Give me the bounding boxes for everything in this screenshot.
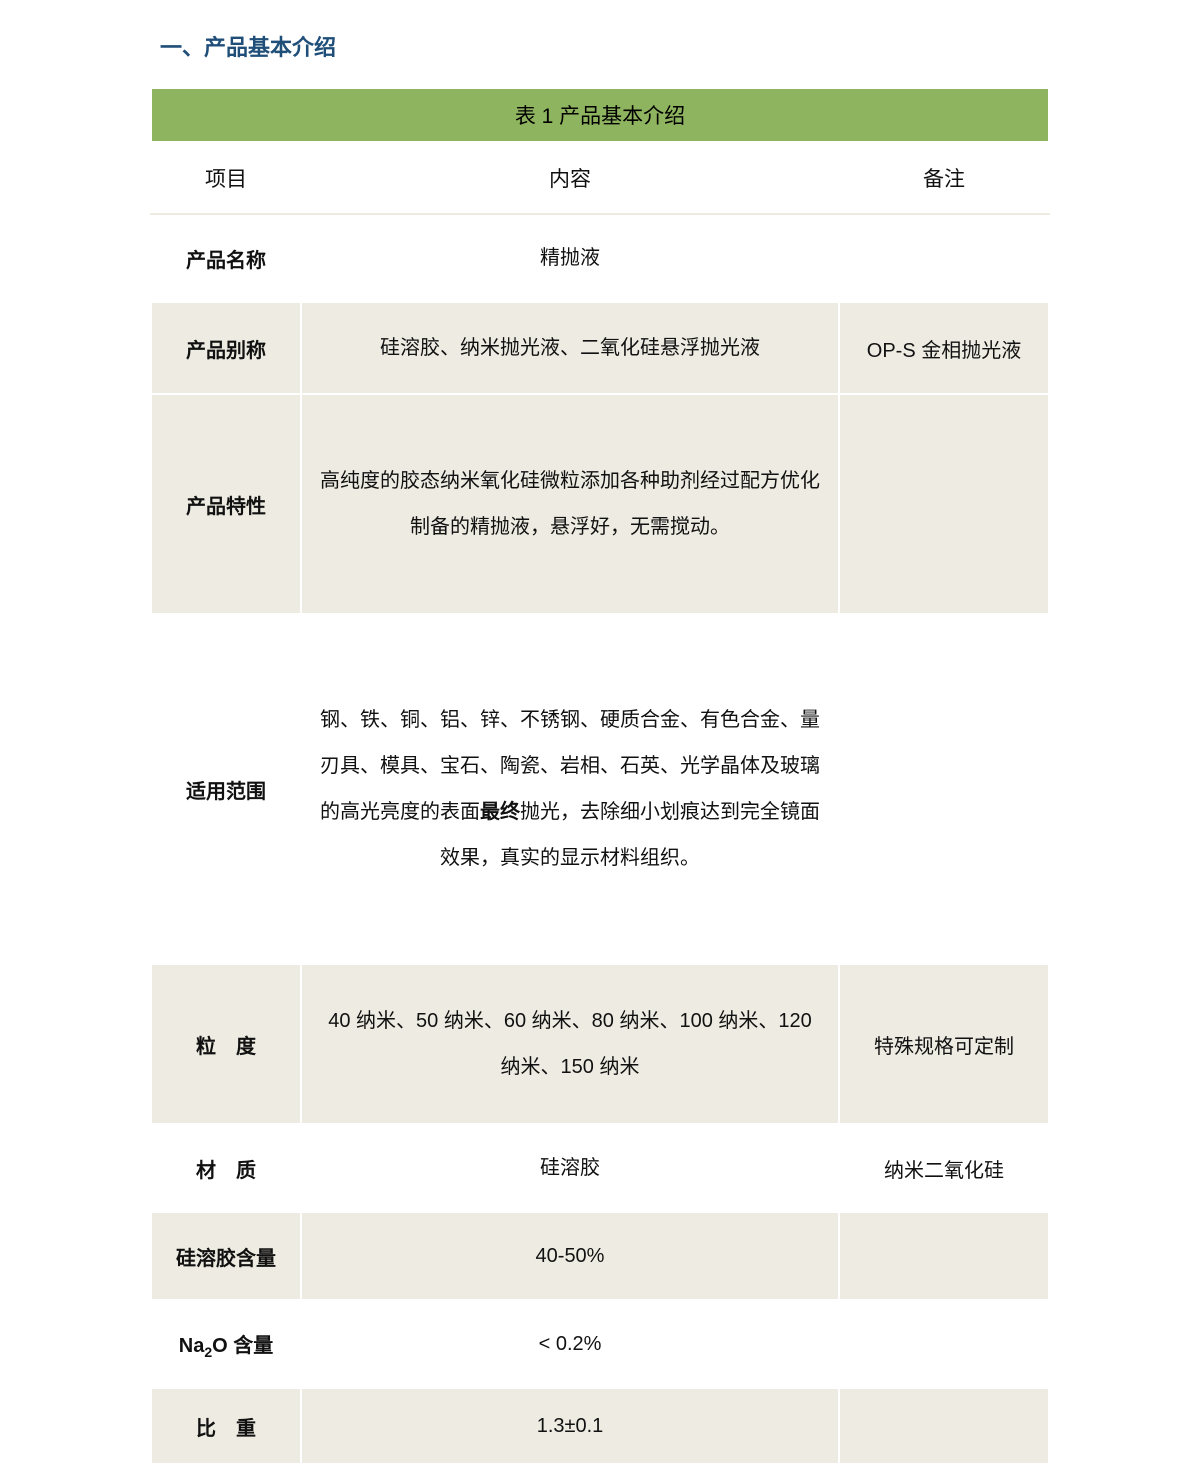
row-content: 精抛液 — [301, 214, 839, 302]
row-content: 钢、铁、铜、铝、锌、不锈钢、硬质合金、有色合金、量刃具、模具、宝石、陶瓷、岩相、… — [301, 614, 839, 964]
row-remark: 特殊规格可定制 — [839, 964, 1049, 1124]
table-caption: 表 1 产品基本介绍 — [151, 88, 1049, 142]
page: 一、产品基本介绍 表 1 产品基本介绍 项目 内容 备注 产品名称精抛液产品别称… — [0, 0, 1200, 1465]
row-content: 硅溶胶、纳米抛光液、二氧化硅悬浮抛光液 — [301, 302, 839, 394]
table-row: 硅溶胶含量40-50% — [151, 1212, 1049, 1300]
table-caption-row: 表 1 产品基本介绍 — [151, 88, 1049, 142]
table-row: 产品特性高纯度的胶态纳米氧化硅微粒添加各种助剂经过配方优化制备的精抛液，悬浮好，… — [151, 394, 1049, 614]
row-remark — [839, 614, 1049, 964]
product-table: 表 1 产品基本介绍 项目 内容 备注 产品名称精抛液产品别称硅溶胶、纳米抛光液… — [150, 87, 1050, 1465]
row-label: 产品别称 — [151, 302, 301, 394]
row-label: 产品特性 — [151, 394, 301, 614]
row-remark — [839, 214, 1049, 302]
row-label: Na2O 含量 — [151, 1300, 301, 1388]
table-row: 材 质硅溶胶纳米二氧化硅 — [151, 1124, 1049, 1212]
row-remark — [839, 1388, 1049, 1464]
table-row: 适用范围钢、铁、铜、铝、锌、不锈钢、硬质合金、有色合金、量刃具、模具、宝石、陶瓷… — [151, 614, 1049, 964]
row-content: 40 纳米、50 纳米、60 纳米、80 纳米、100 纳米、120 纳米、15… — [301, 964, 839, 1124]
row-label: 粒 度 — [151, 964, 301, 1124]
row-label: 比 重 — [151, 1388, 301, 1464]
row-content: 40-50% — [301, 1212, 839, 1300]
row-label: 产品名称 — [151, 214, 301, 302]
row-label: 适用范围 — [151, 614, 301, 964]
table-header-row: 项目 内容 备注 — [151, 142, 1049, 214]
row-remark — [839, 1212, 1049, 1300]
row-remark: OP-S 金相抛光液 — [839, 302, 1049, 394]
col-header-remark: 备注 — [839, 142, 1049, 214]
row-remark: 纳米二氧化硅 — [839, 1124, 1049, 1212]
row-label: 材 质 — [151, 1124, 301, 1212]
table-row: 粒 度40 纳米、50 纳米、60 纳米、80 纳米、100 纳米、120 纳米… — [151, 964, 1049, 1124]
row-content: 硅溶胶 — [301, 1124, 839, 1212]
table-row: Na2O 含量< 0.2% — [151, 1300, 1049, 1388]
row-content: 高纯度的胶态纳米氧化硅微粒添加各种助剂经过配方优化制备的精抛液，悬浮好，无需搅动… — [301, 394, 839, 614]
col-header-item: 项目 — [151, 142, 301, 214]
table-row: 产品名称精抛液 — [151, 214, 1049, 302]
row-content: 1.3±0.1 — [301, 1388, 839, 1464]
table-body: 产品名称精抛液产品别称硅溶胶、纳米抛光液、二氧化硅悬浮抛光液OP-S 金相抛光液… — [151, 214, 1049, 1464]
row-remark — [839, 1300, 1049, 1388]
table-row: 比 重1.3±0.1 — [151, 1388, 1049, 1464]
row-remark — [839, 394, 1049, 614]
section-title: 一、产品基本介绍 — [160, 30, 1050, 62]
row-label: 硅溶胶含量 — [151, 1212, 301, 1300]
table-row: 产品别称硅溶胶、纳米抛光液、二氧化硅悬浮抛光液OP-S 金相抛光液 — [151, 302, 1049, 394]
row-content: < 0.2% — [301, 1300, 839, 1388]
col-header-content: 内容 — [301, 142, 839, 214]
